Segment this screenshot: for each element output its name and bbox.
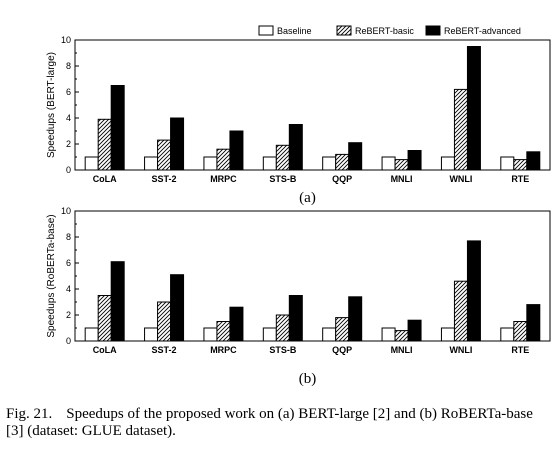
bar-baseline-wnli <box>440 156 455 171</box>
x-tick-label: QQP <box>332 174 352 184</box>
y-tick-label: 10 <box>61 206 71 216</box>
legend: Baseline ReBERT-basic ReBERT-advanced <box>258 25 521 36</box>
bar-rebert-advanced-mnli <box>407 150 422 171</box>
bar-rebert-basic-cola <box>97 118 112 171</box>
bar-rebert-advanced-sts-b <box>288 295 303 342</box>
y-tick-label: 0 <box>66 336 71 346</box>
bar-rebert-basic-mrpc <box>216 148 231 171</box>
bar-rebert-basic-mrpc <box>216 321 231 342</box>
y-tick-label: 2 <box>66 310 71 320</box>
x-tick-label: SST-2 <box>152 174 177 184</box>
caption-label: Fig. 21. <box>6 406 53 422</box>
legend-swatch-baseline <box>258 25 274 36</box>
x-tick-label: QQP <box>332 345 352 355</box>
bar-rebert-advanced-mrpc <box>229 306 244 342</box>
x-tick-label: STS-B <box>269 174 297 184</box>
bar-rebert-basic-sst-2 <box>157 301 172 342</box>
bar-rebert-basic-cola <box>97 295 112 342</box>
legend-swatch-rebert-advanced <box>425 25 441 36</box>
panel-subtitle: (b) <box>299 371 317 387</box>
bar-baseline-mnli <box>381 156 396 171</box>
bar-baseline-sts-b <box>262 327 277 342</box>
bar-rebert-basic-mnli <box>394 159 409 171</box>
y-tick-label: 8 <box>66 232 71 242</box>
bar-rebert-advanced-cola <box>110 261 125 342</box>
y-tick-label: 4 <box>66 113 71 123</box>
bar-baseline-wnli <box>440 327 455 342</box>
panel-subtitle: (a) <box>299 190 316 206</box>
bar-baseline-sts-b <box>262 156 277 171</box>
bar-baseline-rte <box>500 327 515 342</box>
x-tick-label: CoLA <box>93 174 117 184</box>
bar-rebert-advanced-sst-2 <box>170 117 185 171</box>
y-tick-label: 10 <box>61 35 71 45</box>
bar-rebert-basic-wnli <box>453 280 468 342</box>
x-tick-label: MNLI <box>391 345 413 355</box>
y-tick-label: 2 <box>66 139 71 149</box>
x-tick-label: WNLI <box>449 345 472 355</box>
x-tick-label: WNLI <box>449 174 472 184</box>
bar-rebert-basic-sts-b <box>275 314 290 342</box>
x-tick-label: CoLA <box>93 345 117 355</box>
bar-rebert-basic-qqp <box>335 317 350 342</box>
x-tick-label: RTE <box>511 174 529 184</box>
legend-label-rebert-basic: ReBERT-basic <box>355 26 414 36</box>
bar-rebert-advanced-cola <box>110 85 125 171</box>
bar-rebert-advanced-sts-b <box>288 124 303 171</box>
x-tick-label: STS-B <box>269 345 297 355</box>
bar-baseline-mnli <box>381 327 396 342</box>
bar-baseline-qqp <box>322 156 337 171</box>
bar-baseline-cola <box>84 156 99 171</box>
bar-rebert-basic-qqp <box>335 153 350 171</box>
y-tick-label: 0 <box>66 165 71 175</box>
bar-rebert-advanced-qqp <box>348 142 363 171</box>
bar-rebert-basic-sst-2 <box>157 139 172 171</box>
bar-rebert-advanced-sst-2 <box>170 274 185 342</box>
bar-rebert-basic-sts-b <box>275 144 290 171</box>
bar-rebert-advanced-mrpc <box>229 130 244 171</box>
bar-rebert-advanced-wnli <box>466 240 481 342</box>
bar-baseline-rte <box>500 156 515 171</box>
bar-baseline-cola <box>84 327 99 342</box>
bar-rebert-basic-mnli <box>394 330 409 342</box>
x-tick-label: MRPC <box>210 174 237 184</box>
bar-rebert-advanced-rte <box>526 304 541 342</box>
bar-rebert-basic-rte <box>513 321 528 342</box>
bar-rebert-advanced-mnli <box>407 319 422 342</box>
x-tick-label: MNLI <box>391 174 413 184</box>
legend-swatch-rebert-basic <box>336 25 352 36</box>
bar-rebert-advanced-qqp <box>348 296 363 342</box>
y-tick-label: 6 <box>66 87 71 97</box>
bar-baseline-mrpc <box>203 156 218 171</box>
y-tick-label: 4 <box>66 284 71 294</box>
figure-caption: Fig. 21. Speedups of the proposed work on… <box>6 406 554 440</box>
x-tick-label: SST-2 <box>152 345 177 355</box>
y-tick-label: 6 <box>66 258 71 268</box>
bar-rebert-basic-wnli <box>453 88 468 171</box>
y-axis-label: Speedups (BERT-large) <box>46 52 57 158</box>
x-tick-label: RTE <box>511 345 529 355</box>
chart-bert-large: 0 2 4 6 8 10 Speedups (BERT-large) CoLA SST-2 MRP… <box>46 35 551 206</box>
bar-baseline-mrpc <box>203 327 218 342</box>
bar-rebert-advanced-rte <box>526 151 541 171</box>
bar-baseline-qqp <box>322 327 337 342</box>
bar-rebert-basic-rte <box>513 159 528 171</box>
y-axis-label: Speedups (RoBERTa-base) <box>46 214 57 337</box>
chart-roberta-base: 0 2 4 6 8 10 Speedups (RoBERTa-base) CoLA SST-2 M… <box>46 206 551 387</box>
caption-text: Speedups of the proposed work on (a) BER… <box>6 406 533 439</box>
bar-baseline-sst-2 <box>144 327 159 342</box>
bar-rebert-advanced-wnli <box>466 46 481 171</box>
x-tick-label: MRPC <box>210 345 237 355</box>
legend-label-baseline: Baseline <box>277 26 312 36</box>
legend-label-rebert-advanced: ReBERT-advanced <box>444 26 521 36</box>
y-tick-label: 8 <box>66 61 71 71</box>
bar-baseline-sst-2 <box>144 156 159 171</box>
